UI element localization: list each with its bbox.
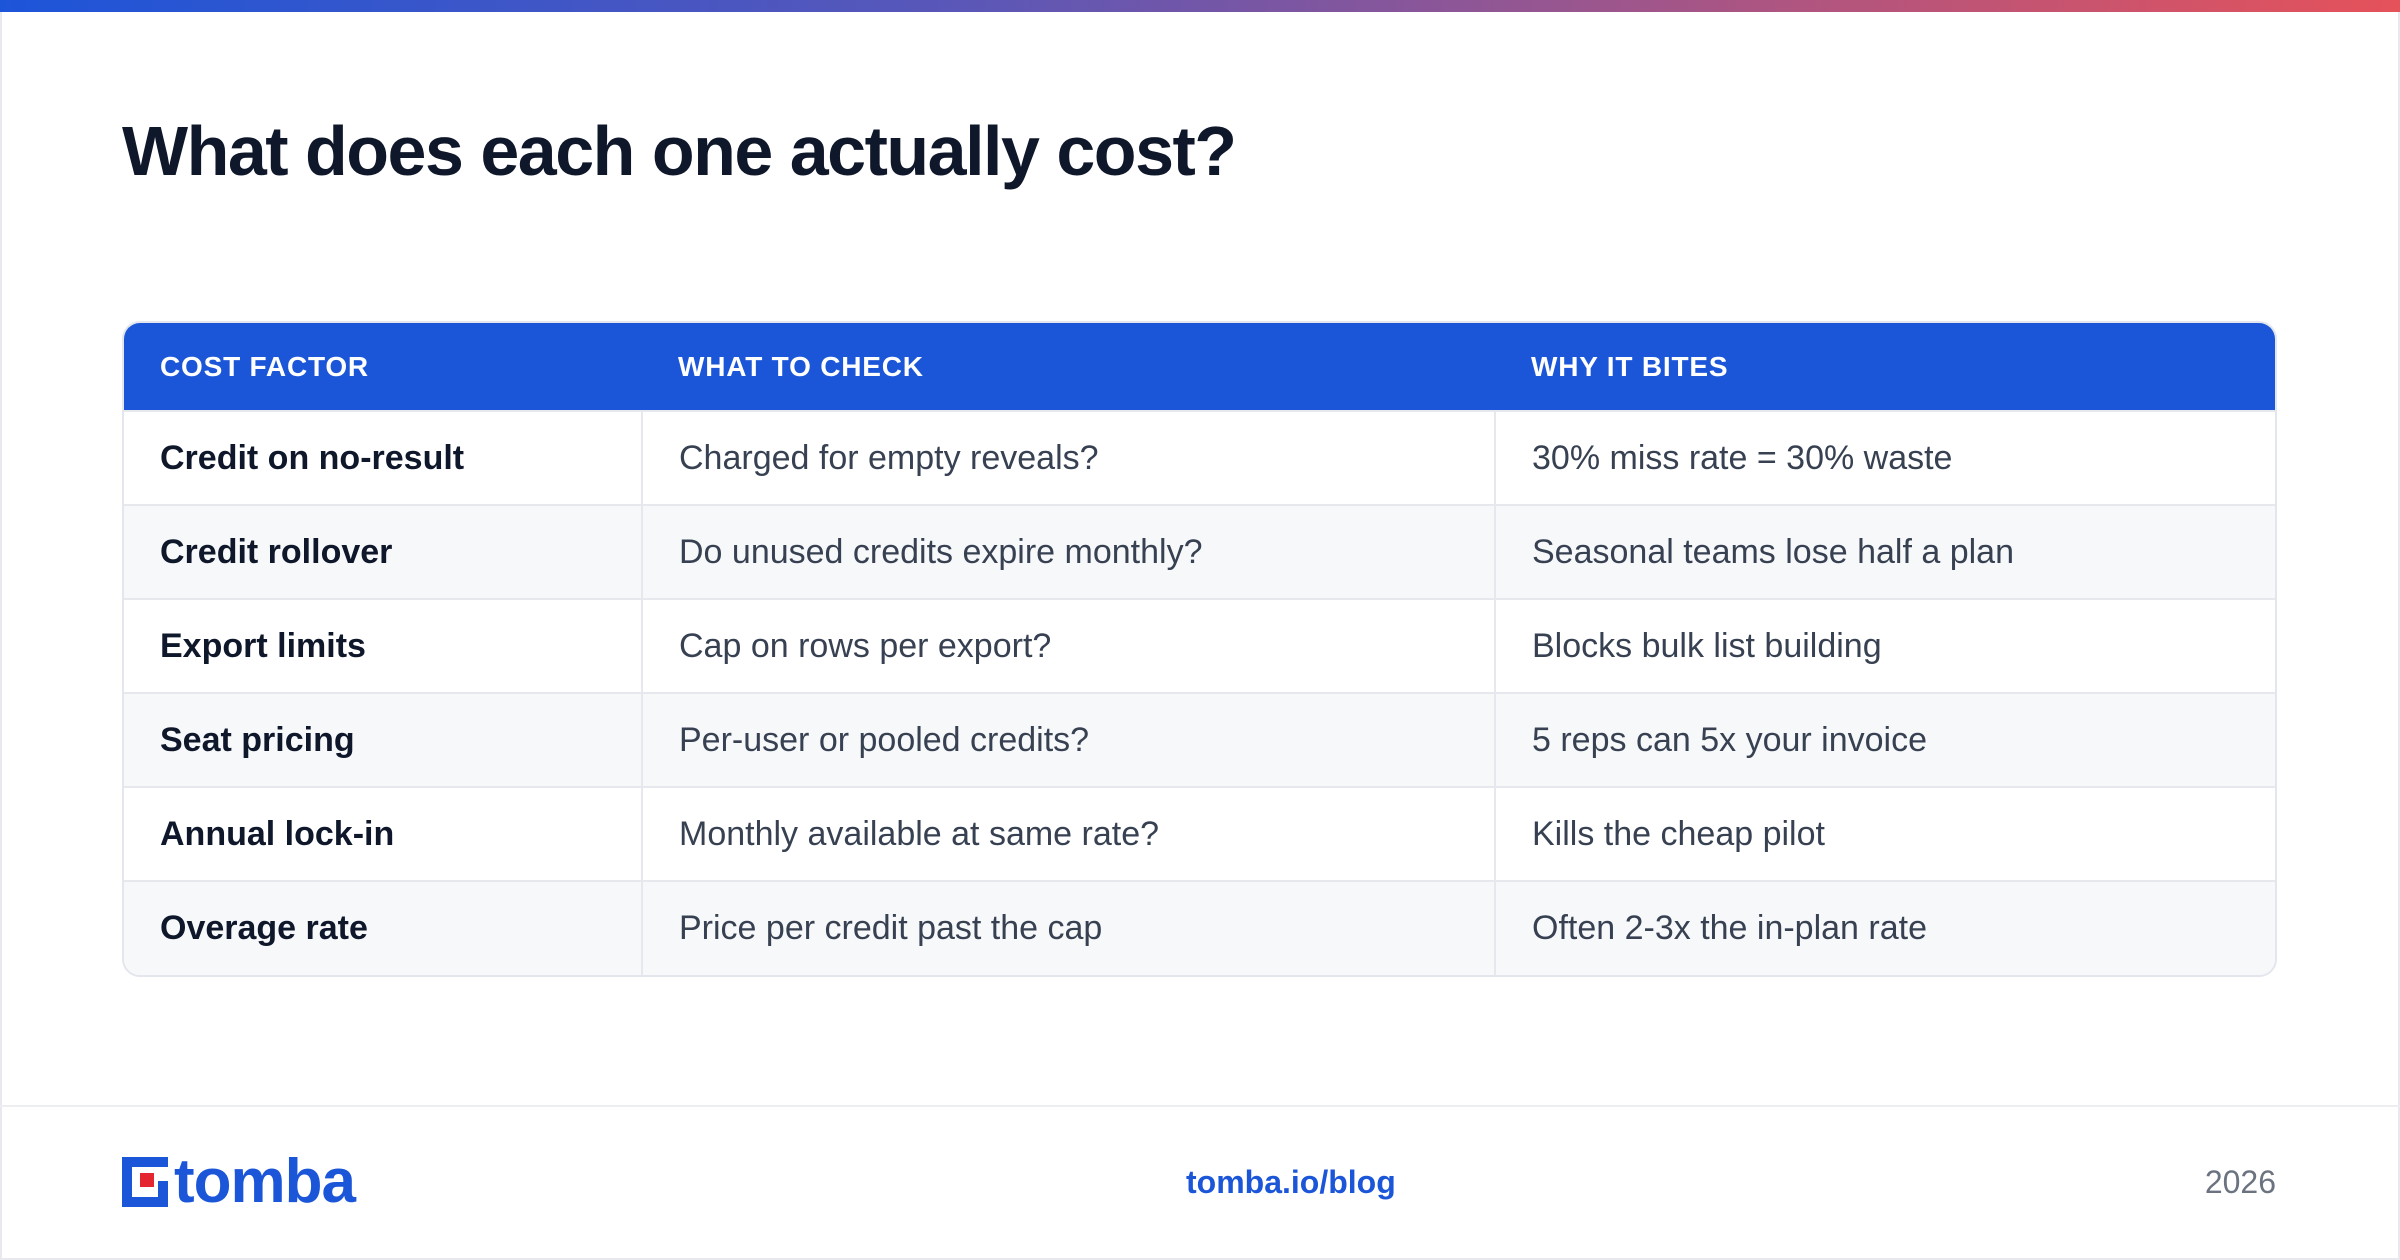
table-row: Seat pricing Per-user or pooled credits?… <box>124 692 2275 787</box>
cost-factor-cell: Credit on no-result <box>124 410 642 505</box>
what-to-check-cell: Price per credit past the cap <box>641 880 1495 975</box>
top-gradient-bar <box>0 0 2400 12</box>
cost-factor-cell: Export limits <box>124 598 642 693</box>
table-row: Credit rollover Do unused credits expire… <box>124 504 2275 599</box>
why-it-bites-cell: 5 reps can 5x your invoice <box>1494 692 2275 787</box>
what-to-check-cell: Per-user or pooled credits? <box>641 692 1495 787</box>
what-to-check-cell: Do unused credits expire monthly? <box>641 504 1495 599</box>
what-to-check-cell: Charged for empty reveals? <box>641 410 1495 505</box>
table-row: Credit on no-result Charged for empty re… <box>124 410 2275 505</box>
table-header-row: COST FACTOR WHAT TO CHECK WHY IT BITES <box>124 323 2275 411</box>
cost-factor-cell: Annual lock-in <box>124 786 642 881</box>
why-it-bites-cell: Seasonal teams lose half a plan <box>1494 504 2275 599</box>
why-it-bites-cell: 30% miss rate = 30% waste <box>1494 410 2275 505</box>
footer-divider <box>0 1105 2400 1107</box>
tomba-logo-icon <box>122 1157 168 1207</box>
blog-link[interactable]: tomba.io/blog <box>1186 1164 1396 1200</box>
what-to-check-cell: Monthly available at same rate? <box>641 786 1495 881</box>
footer-year: 2026 <box>2204 1164 2276 1200</box>
what-to-check-cell: Cap on rows per export? <box>641 598 1495 693</box>
header-what-to-check: WHAT TO CHECK <box>678 350 924 382</box>
table-row: Annual lock-in Monthly available at same… <box>124 786 2275 881</box>
table-row: Overage rate Price per credit past the c… <box>124 880 2275 975</box>
header-why-it-bites: WHY IT BITES <box>1531 350 1729 382</box>
why-it-bites-cell: Kills the cheap pilot <box>1494 786 2275 881</box>
cost-factor-cell: Seat pricing <box>124 692 642 787</box>
cost-table: COST FACTOR WHAT TO CHECK WHY IT BITES C… <box>122 321 2277 977</box>
table-row: Export limits Cap on rows per export? Bl… <box>124 598 2275 693</box>
header-cost-factor: COST FACTOR <box>160 350 369 382</box>
cost-factor-cell: Credit rollover <box>124 504 642 599</box>
tomba-logo[interactable]: tomba <box>122 1147 356 1216</box>
why-it-bites-cell: Blocks bulk list building <box>1494 598 2275 693</box>
cost-factor-cell: Overage rate <box>124 880 642 975</box>
why-it-bites-cell: Often 2-3x the in-plan rate <box>1494 880 2275 975</box>
page-title: What does each one actually cost? <box>122 112 1237 190</box>
logo-wordmark: tomba <box>174 1147 356 1216</box>
